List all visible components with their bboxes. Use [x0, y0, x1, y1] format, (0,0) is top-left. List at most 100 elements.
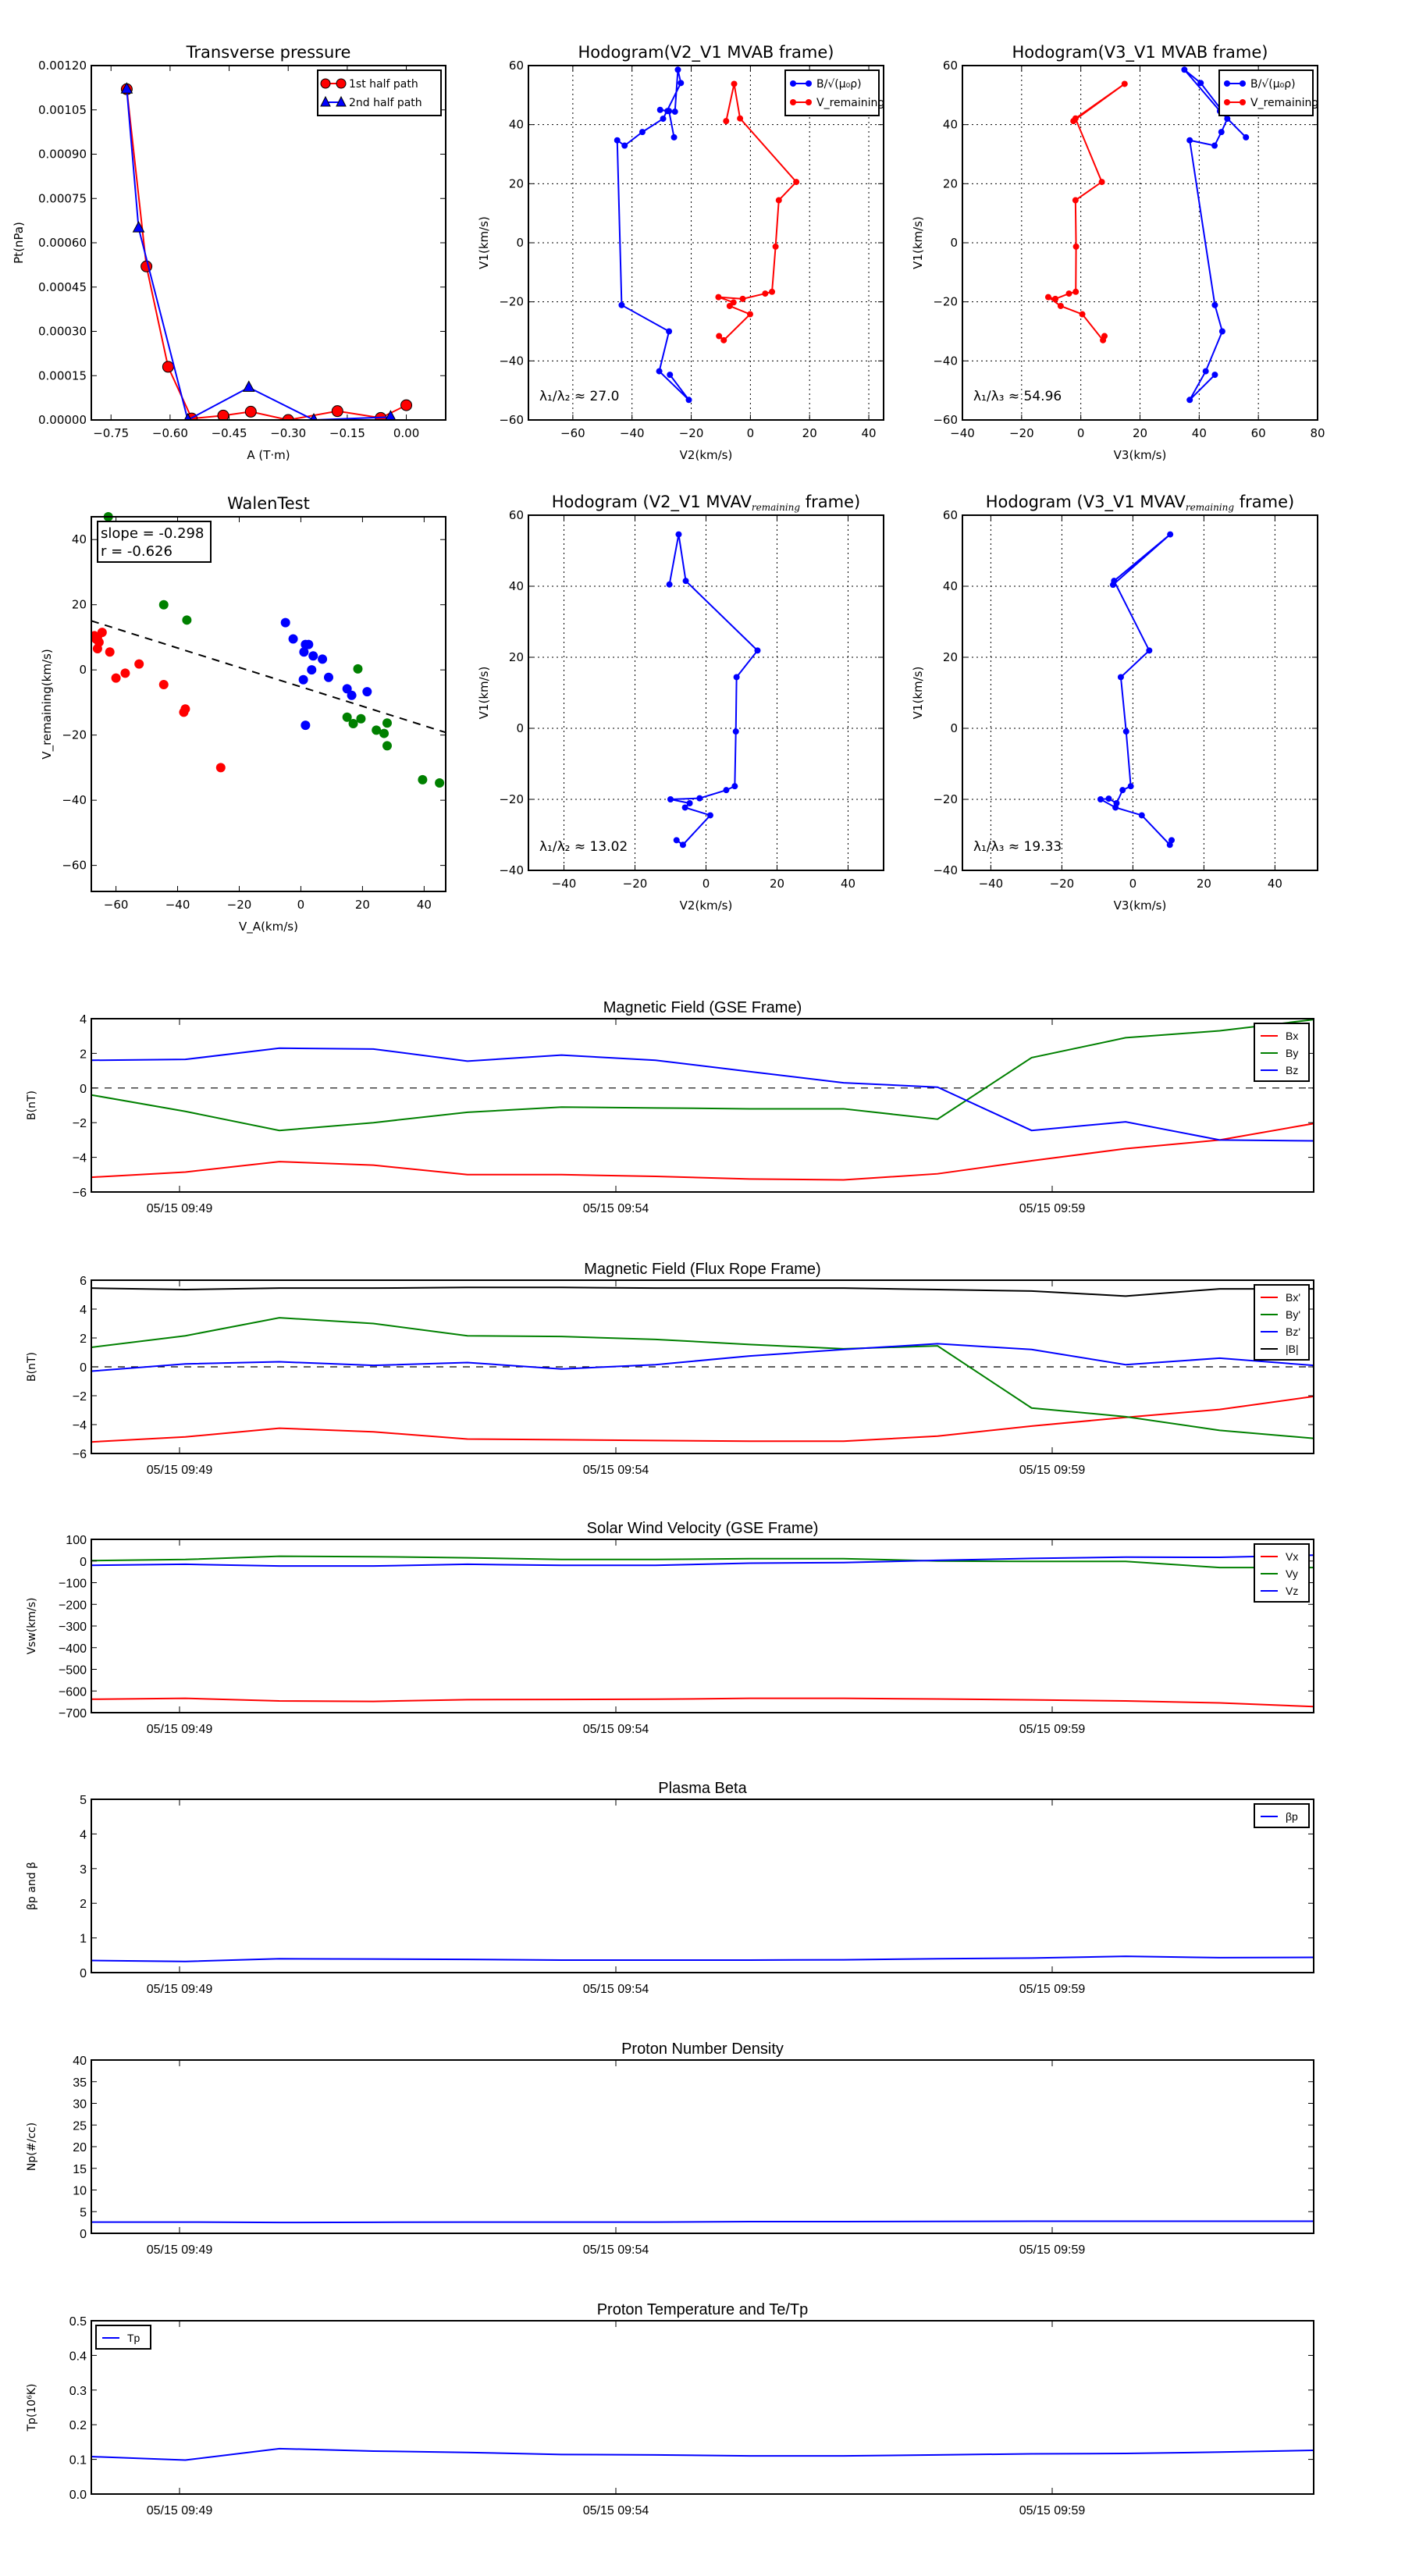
legend-label: βp	[1286, 1810, 1298, 1823]
data-point	[1211, 142, 1218, 149]
title-tail: frame)	[800, 493, 860, 511]
chart-mag_fr: −6 −4 −2 0 2 4 6 05/15 09:49 05/15 09:54 05/15 09…	[26, 1261, 1314, 1477]
y-tick-label: 35	[73, 2076, 87, 2090]
x-tick-label: 40	[861, 426, 876, 440]
data-point	[353, 664, 363, 674]
data-point	[111, 673, 121, 683]
data-point	[1127, 783, 1134, 790]
x-tick-label: 05/15 09:59	[1019, 1202, 1086, 1215]
series-line-Vremaining	[718, 84, 798, 342]
x-tick-label: 05/15 09:59	[1019, 1464, 1086, 1477]
x-tick-label: −0.60	[152, 426, 188, 440]
chart-title: Proton Number Density	[621, 2041, 784, 2058]
y-tick-label: 40	[943, 118, 958, 132]
series-line-Bz	[91, 1343, 1314, 1372]
x-tick-label: 0	[1077, 426, 1085, 440]
x-tick-label: 05/15 09:54	[583, 2504, 649, 2517]
y-tick-label: 4	[80, 1304, 87, 1317]
data-point	[307, 665, 317, 675]
chart-title: WalenTest	[227, 494, 310, 513]
y-tick-label: −20	[499, 792, 524, 806]
y-tick-label: 0.00000	[38, 413, 87, 427]
y-tick-label: 0.5	[69, 2315, 87, 2329]
data-point	[418, 774, 428, 785]
y-tick-label: 6	[80, 1275, 87, 1288]
y-axis-label: Pt(nPa)	[12, 222, 26, 264]
series-line-Vx	[91, 1697, 1314, 1708]
data-point	[1167, 531, 1174, 538]
data-point-triangle	[132, 221, 145, 233]
data-point	[1057, 302, 1064, 309]
data-point	[731, 783, 738, 790]
chart-title: Hodogram(V2_V1 MVAB frame)	[578, 43, 834, 62]
legend-label: Bx'	[1286, 1291, 1300, 1304]
x-tick-label: 0	[1129, 877, 1137, 891]
eigenvalue-ratio-annotation: λ₁/λ₃ ≈ 54.96	[973, 389, 1062, 404]
data-point	[660, 116, 667, 123]
y-axis-label: V_remaining(km/s)	[40, 649, 55, 759]
data-point	[304, 639, 314, 649]
x-tick-label: 20	[1197, 877, 1211, 891]
data-point	[1072, 115, 1079, 122]
data-point	[673, 837, 680, 844]
x-tick-label: −40	[165, 898, 190, 912]
y-tick-label: −2	[73, 1390, 87, 1404]
data-point	[342, 684, 352, 694]
y-tick-label: 20	[943, 650, 958, 664]
y-tick-label: −200	[59, 1599, 87, 1612]
data-point	[678, 80, 685, 87]
data-point	[1218, 129, 1225, 136]
plot-area	[120, 82, 413, 420]
chart-mag_gse: −6 −4 −2 0 2 4 05/15 09:49 05/15 09:54 05/15 09:…	[26, 999, 1314, 1215]
data-point	[92, 644, 102, 654]
title-subscript: remaining	[752, 502, 801, 513]
chart-density: 0 5 10 15 20 25 30 35 40 05/15 09:49 05/15 09:54 05…	[26, 2041, 1314, 2257]
y-tick-label: 0.3	[69, 2385, 87, 2398]
y-tick-label: 0.00015	[38, 368, 87, 382]
data-point	[772, 243, 779, 250]
y-tick-label: −2	[73, 1117, 87, 1130]
x-tick-label: 05/15 09:54	[583, 1723, 649, 1736]
data-point	[1186, 137, 1193, 144]
data-point	[733, 674, 740, 681]
plot-area	[91, 2447, 1314, 2461]
data-point	[670, 133, 678, 141]
data-point	[299, 647, 309, 657]
y-tick-label: 0	[80, 1967, 87, 1980]
data-point	[1044, 294, 1051, 301]
data-point	[301, 720, 311, 731]
data-point	[1111, 578, 1118, 585]
data-point-circle	[244, 405, 257, 418]
data-point	[318, 654, 328, 664]
x-tick-label: −20	[1009, 426, 1034, 440]
x-tick-label: 80	[1310, 426, 1325, 440]
y-tick-label: −40	[499, 354, 524, 368]
data-point-circle	[400, 399, 413, 411]
plot-area	[614, 66, 800, 404]
x-tick-label: 05/15 09:49	[147, 2504, 213, 2517]
x-tick-label: −0.45	[212, 426, 247, 440]
axes-frame	[528, 65, 884, 421]
data-point	[723, 118, 730, 125]
x-tick-label: 05/15 09:59	[1019, 2504, 1086, 2517]
x-axis-label: A (T·m)	[247, 448, 290, 462]
eigenvalue-ratio-annotation: λ₁/λ₃ ≈ 19.33	[973, 839, 1062, 855]
x-tick-label: 05/15 09:54	[583, 1983, 649, 1996]
y-tick-label: −300	[59, 1621, 87, 1634]
chart-walen: −60 −40 −20 0 20 40 −60 −40 −20 0 20 40 WalenTest V_A…	[40, 494, 446, 934]
data-point-triangle	[385, 410, 397, 420]
eigenvalue-ratio-annotation: λ₁/λ₂ ≈ 13.02	[539, 839, 628, 855]
x-tick-label: 05/15 09:59	[1019, 1983, 1086, 1996]
y-tick-label: 0.00105	[38, 103, 87, 117]
data-point	[158, 600, 169, 610]
data-point	[656, 368, 663, 375]
y-tick-label: −4	[73, 1419, 87, 1432]
x-tick-label: 05/15 09:49	[147, 1983, 213, 1996]
data-point	[1079, 311, 1086, 318]
legend-marker	[1224, 80, 1230, 87]
y-tick-label: 0	[950, 721, 958, 735]
data-point	[638, 129, 646, 136]
eigenvalue-ratio-annotation: λ₁/λ₂ ≈ 27.0	[539, 389, 619, 404]
data-point	[1211, 301, 1218, 308]
chart-vsw: −700 −600 −500 −400 −300 −200 −100 0 100 05/15 09…	[26, 1520, 1314, 1736]
